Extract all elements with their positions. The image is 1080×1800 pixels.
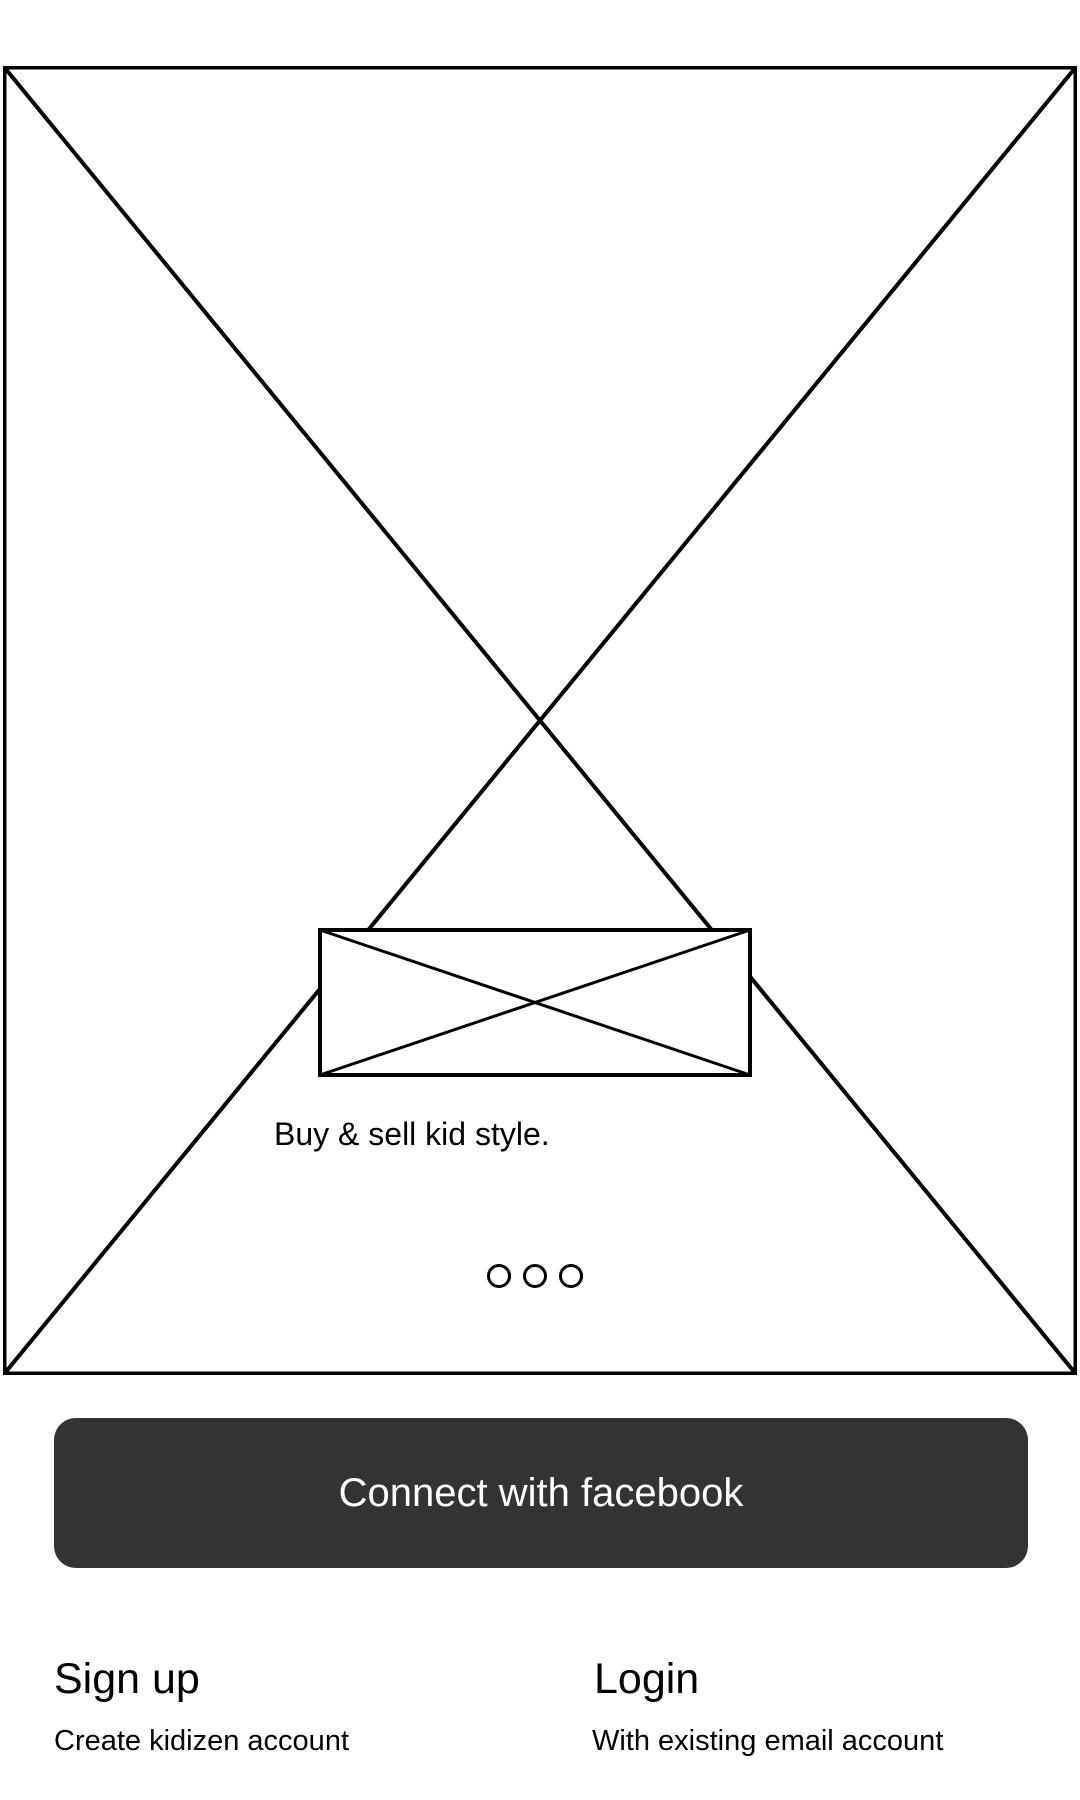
signup-link[interactable]: Sign up Create kidizen account <box>54 1658 349 1758</box>
login-subtitle: With existing email account <box>592 1725 944 1757</box>
login-title: Login <box>594 1655 700 1703</box>
logo-placeholder <box>318 928 752 1077</box>
pager-dot[interactable] <box>487 1264 511 1288</box>
pager-dot[interactable] <box>523 1264 547 1288</box>
carousel-pager[interactable] <box>487 1264 583 1288</box>
login-link[interactable]: Login With existing email account <box>592 1655 944 1758</box>
signup-title: Sign up <box>54 1655 200 1703</box>
signup-subtitle: Create kidizen account <box>54 1725 349 1757</box>
image-placeholder-icon <box>3 66 1077 1375</box>
logo-placeholder-icon <box>318 928 752 1077</box>
hero-image-placeholder <box>3 66 1077 1375</box>
connect-facebook-button[interactable]: Connect with facebook <box>54 1418 1028 1568</box>
tagline: Buy & sell kid style. <box>274 1116 550 1152</box>
pager-dot[interactable] <box>559 1264 583 1288</box>
